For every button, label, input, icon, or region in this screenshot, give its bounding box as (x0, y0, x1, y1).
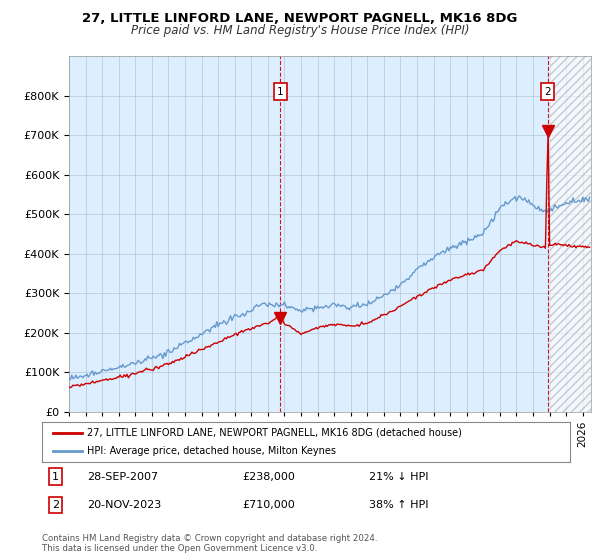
Text: 1: 1 (277, 87, 284, 96)
Text: HPI: Average price, detached house, Milton Keynes: HPI: Average price, detached house, Milt… (87, 446, 336, 456)
Text: 1: 1 (52, 472, 59, 482)
Text: £238,000: £238,000 (242, 472, 296, 482)
Text: 2: 2 (52, 500, 59, 510)
Text: 21% ↓ HPI: 21% ↓ HPI (370, 472, 429, 482)
Text: 2: 2 (545, 87, 551, 96)
Text: 27, LITTLE LINFORD LANE, NEWPORT PAGNELL, MK16 8DG: 27, LITTLE LINFORD LANE, NEWPORT PAGNELL… (82, 12, 518, 25)
Text: 38% ↑ HPI: 38% ↑ HPI (370, 500, 429, 510)
Text: 27, LITTLE LINFORD LANE, NEWPORT PAGNELL, MK16 8DG (detached house): 27, LITTLE LINFORD LANE, NEWPORT PAGNELL… (87, 428, 462, 437)
Text: £710,000: £710,000 (242, 500, 295, 510)
Text: 28-SEP-2007: 28-SEP-2007 (87, 472, 158, 482)
Text: 20-NOV-2023: 20-NOV-2023 (87, 500, 161, 510)
Text: Contains HM Land Registry data © Crown copyright and database right 2024.
This d: Contains HM Land Registry data © Crown c… (42, 534, 377, 553)
Text: Price paid vs. HM Land Registry's House Price Index (HPI): Price paid vs. HM Land Registry's House … (131, 24, 469, 36)
